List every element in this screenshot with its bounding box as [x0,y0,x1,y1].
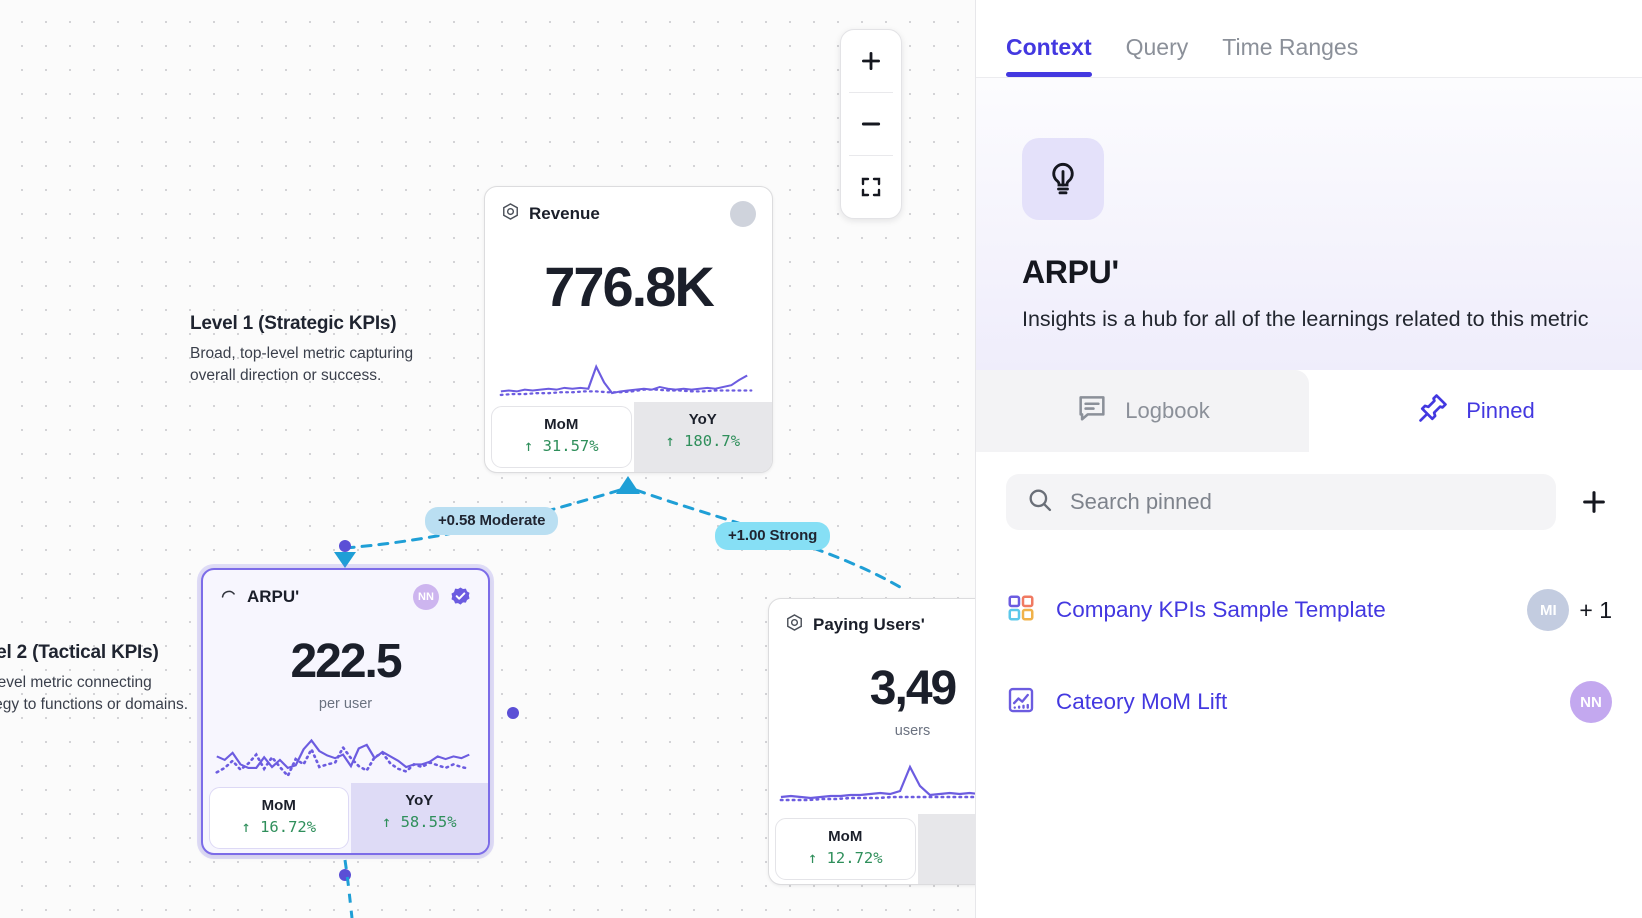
lightbulb-icon [1022,138,1104,220]
card-header: Revenue [485,187,772,233]
footer-label: YoY [688,411,717,428]
pinned-item-label: Company KPIs Sample Template [1056,597,1386,623]
panel-subtabs: Logbook Pinned [976,370,1642,453]
avatar[interactable]: NN [1570,681,1612,724]
footer-delta: ↑ 12.72% [807,849,883,867]
logbook-icon [1075,391,1109,431]
footer-delta: ↑ 58.55% [381,813,457,831]
footer-cell-mom[interactable]: MoM ↑ 31.57% [491,406,632,468]
metric-card-paying-users[interactable]: Paying Users' 3,49 users MoM ↑ 12.72% [768,598,975,885]
sparkline-revenue [499,363,753,397]
card-title: Revenue [529,204,600,223]
card-footer: MoM ↑ 31.57% YoY ↑ 180.7% [485,402,772,472]
zoom-controls[interactable] [840,29,902,219]
edge-dot-b [507,707,519,719]
card-unit: per user [318,696,373,712]
hexagon-metric-icon [785,613,804,637]
loading-arc-icon [219,585,238,609]
divider [849,155,893,156]
avatar[interactable]: NN [413,584,439,610]
level-1-title: Level 1 (Strategic KPIs) [190,313,397,334]
search-box[interactable] [1006,474,1556,531]
metric-card-revenue[interactable]: Revenue 776.8K MoM ↑ 31.57% YoY ↑ 180.7% [484,186,773,473]
divider [849,92,893,93]
footer-delta: ↑ 180.7% [665,432,741,450]
card-value: 776.8K [544,255,715,318]
pinned-item-meta: NN [1570,681,1612,724]
card-value: 222.5 [290,635,402,688]
edge-label-strong[interactable]: +1.00 Strong [715,522,831,550]
footer-label: YoY [405,792,434,809]
card-header: Paying Users' [769,599,975,643]
footer-cell-mom[interactable]: MoM ↑ 12.72% [775,818,916,880]
pinned-search-row [976,452,1642,531]
pin-icon [1416,391,1450,431]
card-unit: users [894,723,931,739]
hero-title: ARPU' [1022,254,1119,290]
tab-context[interactable]: Context [1006,34,1092,77]
card-title: Paying Users' [813,615,925,634]
sparkline-arpu [215,738,471,779]
arrowhead-arpu [334,552,356,568]
edge-dot-c [339,869,351,881]
card-title: ARPU' [247,587,300,606]
fit-view-button[interactable] [841,156,901,218]
search-icon [1026,486,1054,519]
hero-subtitle: Insights is a hub for all of the learnin… [1022,307,1589,331]
edge-label-moderate[interactable]: +0.58 Moderate [425,507,559,535]
context-panel: Context Query Time Ranges ARPU' Insights… [975,0,1642,918]
footer-cell-mom[interactable]: MoM ↑ 16.72% [209,787,349,849]
tab-query[interactable]: Query [1125,34,1189,60]
subtab-pinned[interactable]: Pinned [1309,370,1642,453]
tab-time-ranges[interactable]: Time Ranges [1222,34,1359,60]
subtab-logbook[interactable]: Logbook [976,370,1309,453]
edge-arpu-down [343,859,354,918]
footer-cell-yoy[interactable]: YoY ↑ 180.7% [633,402,772,472]
search-input[interactable] [1070,489,1536,516]
sparkline-paying-users [779,764,975,802]
pinned-item-meta: MI + 1 [1527,589,1612,632]
card-footer: MoM ↑ 12.72% [769,814,975,884]
subtab-label: Pinned [1466,398,1535,424]
level-2-title: Level 2 (Tactical KPIs) [0,642,159,663]
avatar[interactable] [730,201,756,227]
add-pinned-button[interactable] [1576,484,1612,520]
footer-cell-yoy[interactable]: YoY ↑ 58.55% [350,783,488,853]
pinned-item-cateory-mom-lift[interactable]: Cateory MoM Lift NN [976,656,1642,748]
edge-dot-a [339,540,351,552]
metric-card-arpu[interactable]: ARPU' NN 222.5 per user MoM ↑ [201,568,490,855]
panel-tabs: Context Query Time Ranges [976,0,1642,78]
grid-squares-icon [1006,593,1036,628]
graph-canvas[interactable]: Level 1 (Strategic KPIs) Broad, top-leve… [0,0,975,918]
card-header: ARPU' NN [203,570,488,616]
level-1-annotation: Level 1 (Strategic KPIs) Broad, top-leve… [190,313,413,388]
hexagon-metric-icon [501,202,520,226]
zoom-out-button[interactable] [841,93,901,155]
footer-label: MoM [544,416,579,433]
avatar-overflow-count: + 1 [1579,596,1612,623]
footer-cell-yoy[interactable] [917,814,975,884]
arrowhead-revenue [616,476,640,494]
verified-badge-icon[interactable] [448,585,472,609]
avatar[interactable]: MI [1527,589,1570,632]
footer-label: MoM [828,828,863,845]
card-footer: MoM ↑ 16.72% YoY ↑ 58.55% [203,783,488,853]
footer-delta: ↑ 31.57% [523,437,599,455]
footer-label: MoM [261,797,296,814]
metric-hero: ARPU' Insights is a hub for all of the l… [976,78,1642,371]
subtab-label: Logbook [1125,398,1210,424]
zoom-in-button[interactable] [841,30,901,92]
card-value: 3,49 [869,662,957,715]
line-chart-icon [1006,685,1036,720]
level-1-desc: Broad, top-level metric capturing overal… [190,345,414,385]
level-2-annotation: Level 2 (Tactical KPIs) Mid-level metric… [0,642,188,717]
footer-delta: ↑ 16.72% [241,818,317,836]
pinned-item-company-kpis[interactable]: Company KPIs Sample Template MI + 1 [976,564,1642,656]
pinned-item-label: Cateory MoM Lift [1056,689,1228,715]
level-2-desc: Mid-level metric connecting strategy to … [0,674,189,714]
